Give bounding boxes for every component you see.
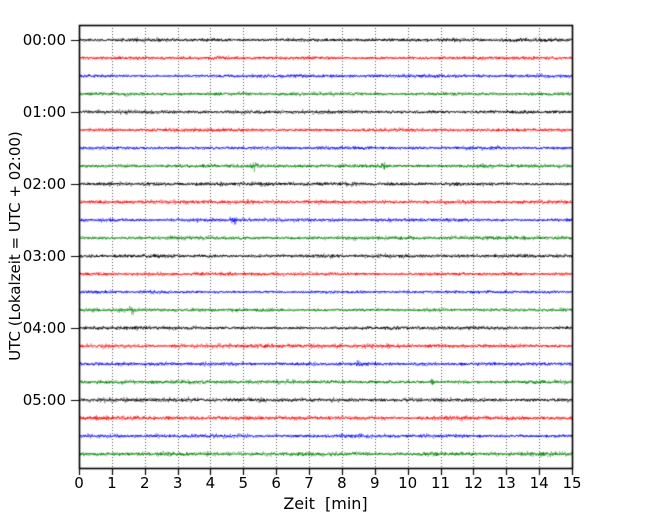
y-tick-label-01:00: 01:00 (22, 103, 66, 121)
x-tick-label-13: 13 (496, 474, 516, 492)
x-tick-label-9: 9 (370, 474, 380, 492)
x-tick-label-11: 11 (430, 474, 451, 492)
x-tick-label-6: 6 (271, 474, 281, 492)
y-tick-label-02:00: 02:00 (22, 175, 66, 193)
x-tick-label-2: 2 (139, 474, 150, 492)
x-tick-label-1: 1 (107, 474, 117, 492)
x-tick-label-4: 4 (205, 474, 216, 492)
x-tick-label-10: 10 (398, 474, 418, 492)
x-tick-label-14: 14 (529, 474, 549, 492)
x-axis-label: Zeit [min] (283, 494, 368, 513)
y-tick-label-03:00: 03:00 (22, 247, 66, 265)
x-tick-label-7: 7 (304, 474, 314, 492)
x-tick-label-8: 8 (337, 474, 347, 492)
x-tick-label-5: 5 (238, 474, 249, 492)
x-tick-label-15: 15 (562, 474, 582, 492)
x-tick-label-12: 12 (463, 474, 483, 492)
y-tick-label-04:00: 04:00 (22, 319, 66, 337)
y-tick-label-00:00: 00:00 (22, 31, 66, 49)
y-tick-label-05:00: 05:00 (22, 391, 66, 409)
x-tick-label-3: 3 (172, 474, 183, 492)
x-tick-label-0: 0 (74, 474, 84, 492)
